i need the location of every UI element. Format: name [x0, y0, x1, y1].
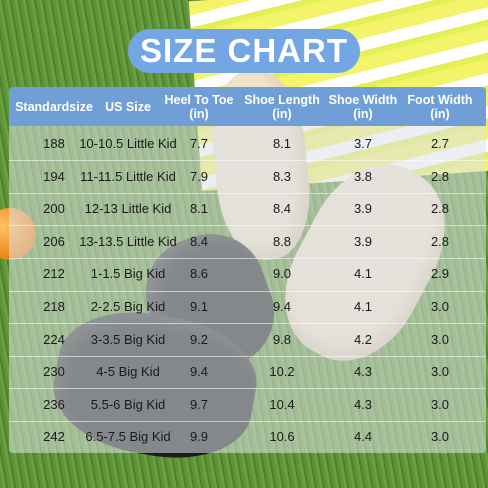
cell-shoe-length: 9.0: [272, 266, 292, 282]
cell-us-size: 12-13 Little Kid: [84, 201, 172, 217]
cell-heel-to-toe: 9.9: [189, 429, 209, 445]
cell-standardsize: 236: [43, 396, 65, 412]
cell-us-size: 3-3.5 Big Kid: [90, 331, 166, 347]
row-divider: [9, 355, 486, 357]
cell-us-size: 1-1.5 Big Kid: [90, 266, 166, 282]
cell-shoe-length: 10.4: [269, 396, 295, 412]
header-shoe-length: Shoe Length (in): [239, 87, 325, 126]
header-heel-to-toe-unit: (in): [189, 106, 209, 121]
page-title: SIZE CHART: [140, 32, 348, 69]
header-shoe-length-unit: (in): [272, 106, 292, 121]
cell-shoe-length: 8.4: [272, 201, 292, 217]
cell-us-size: 2-2.5 Big Kid: [90, 299, 166, 314]
cell-foot-width: 3.0: [430, 299, 450, 314]
cell-shoe-length: 8.3: [272, 168, 292, 184]
cell-foot-width: 2.8: [430, 201, 450, 217]
header-standardsize-label: Standardsize: [15, 99, 93, 114]
cell-shoe-length: 9.4: [272, 299, 292, 314]
cell-shoe-width: 3.9: [353, 201, 373, 217]
cell-standardsize: 188: [43, 136, 65, 151]
cell-us-size: 11-11.5 Little Kid: [80, 168, 176, 184]
cell-standardsize: 200: [43, 201, 65, 217]
header-shoe-length-label: Shoe Length: [244, 92, 320, 107]
cell-foot-width: 2.8: [430, 168, 450, 184]
cell-foot-width: 3.0: [430, 364, 450, 380]
cell-shoe-width: 3.9: [353, 233, 373, 249]
row-divider: [9, 323, 486, 325]
cell-foot-width: 3.0: [430, 396, 450, 412]
header-standardsize: Standardsize: [8, 87, 100, 126]
cell-standardsize: 212: [43, 266, 65, 282]
header-heel-to-toe: Heel To Toe (in): [159, 87, 239, 126]
row-divider: [9, 160, 486, 162]
cell-shoe-width: 3.8: [353, 168, 373, 184]
cell-heel-to-toe: 9.4: [189, 364, 209, 380]
header-us-size-label: US Size: [105, 99, 151, 114]
cell-foot-width: 2.8: [430, 233, 450, 249]
cell-shoe-length: 8.1: [272, 136, 292, 151]
cell-us-size: 5.5-6 Big Kid: [90, 396, 166, 412]
header-shoe-width-label: Shoe Width: [328, 92, 398, 107]
cell-us-size: 4-5 Big Kid: [96, 364, 160, 380]
cell-us-size: 13-13.5 Little Kid: [79, 233, 177, 249]
cell-foot-width: 3.0: [430, 429, 450, 445]
row-divider: [9, 257, 486, 259]
cell-shoe-width: 4.3: [353, 364, 373, 380]
row-divider: [9, 420, 486, 422]
row-divider: [9, 192, 486, 194]
header-foot-width-unit: (in): [430, 106, 450, 121]
cell-heel-to-toe: 9.1: [189, 299, 209, 314]
cell-heel-to-toe: 7.7: [189, 136, 209, 151]
cell-heel-to-toe: 7.9: [189, 168, 209, 184]
cell-standardsize: 206: [43, 233, 65, 249]
cell-shoe-width: 3.7: [353, 136, 373, 151]
cell-shoe-width: 4.4: [353, 429, 373, 445]
cell-shoe-width: 4.1: [353, 299, 373, 314]
cell-standardsize: 230: [43, 364, 65, 380]
size-chart-table: [9, 87, 486, 453]
cell-standardsize: 242: [43, 429, 65, 445]
row-divider: [9, 225, 486, 227]
cell-us-size: 6.5-7.5 Big Kid: [85, 429, 171, 445]
header-shoe-width-unit: (in): [353, 106, 373, 121]
header-shoe-width: Shoe Width (in): [325, 87, 401, 126]
cell-foot-width: 2.7: [430, 136, 450, 151]
cell-standardsize: 194: [43, 168, 65, 184]
cell-foot-width: 3.0: [430, 331, 450, 347]
row-divider: [9, 290, 486, 292]
cell-shoe-length: 10.6: [269, 429, 295, 445]
cell-heel-to-toe: 9.7: [189, 396, 209, 412]
title-banner: SIZE CHART: [128, 29, 360, 73]
cell-shoe-width: 4.2: [353, 331, 373, 347]
cell-heel-to-toe: 9.2: [189, 331, 209, 347]
cell-foot-width: 2.9: [430, 266, 450, 282]
cell-heel-to-toe: 8.1: [189, 201, 209, 217]
table-header: [9, 87, 486, 126]
cell-heel-to-toe: 8.4: [189, 233, 209, 249]
cell-shoe-width: 4.3: [353, 396, 373, 412]
header-us-size: US Size: [72, 87, 184, 126]
cell-shoe-length: 8.8: [272, 233, 292, 249]
row-divider: [9, 388, 486, 390]
cell-standardsize: 224: [43, 331, 65, 347]
cell-shoe-length: 9.8: [272, 331, 292, 347]
cell-shoe-length: 10.2: [269, 364, 295, 380]
cell-heel-to-toe: 8.6: [189, 266, 209, 282]
header-foot-width-label: Foot Width: [407, 92, 473, 107]
cell-standardsize: 218: [43, 299, 65, 314]
header-foot-width: Foot Width (in): [401, 87, 479, 126]
header-heel-to-toe-label: Heel To Toe: [164, 92, 234, 107]
cell-shoe-width: 4.1: [353, 266, 373, 282]
cell-us-size: 10-10.5 Little Kid: [79, 136, 177, 151]
